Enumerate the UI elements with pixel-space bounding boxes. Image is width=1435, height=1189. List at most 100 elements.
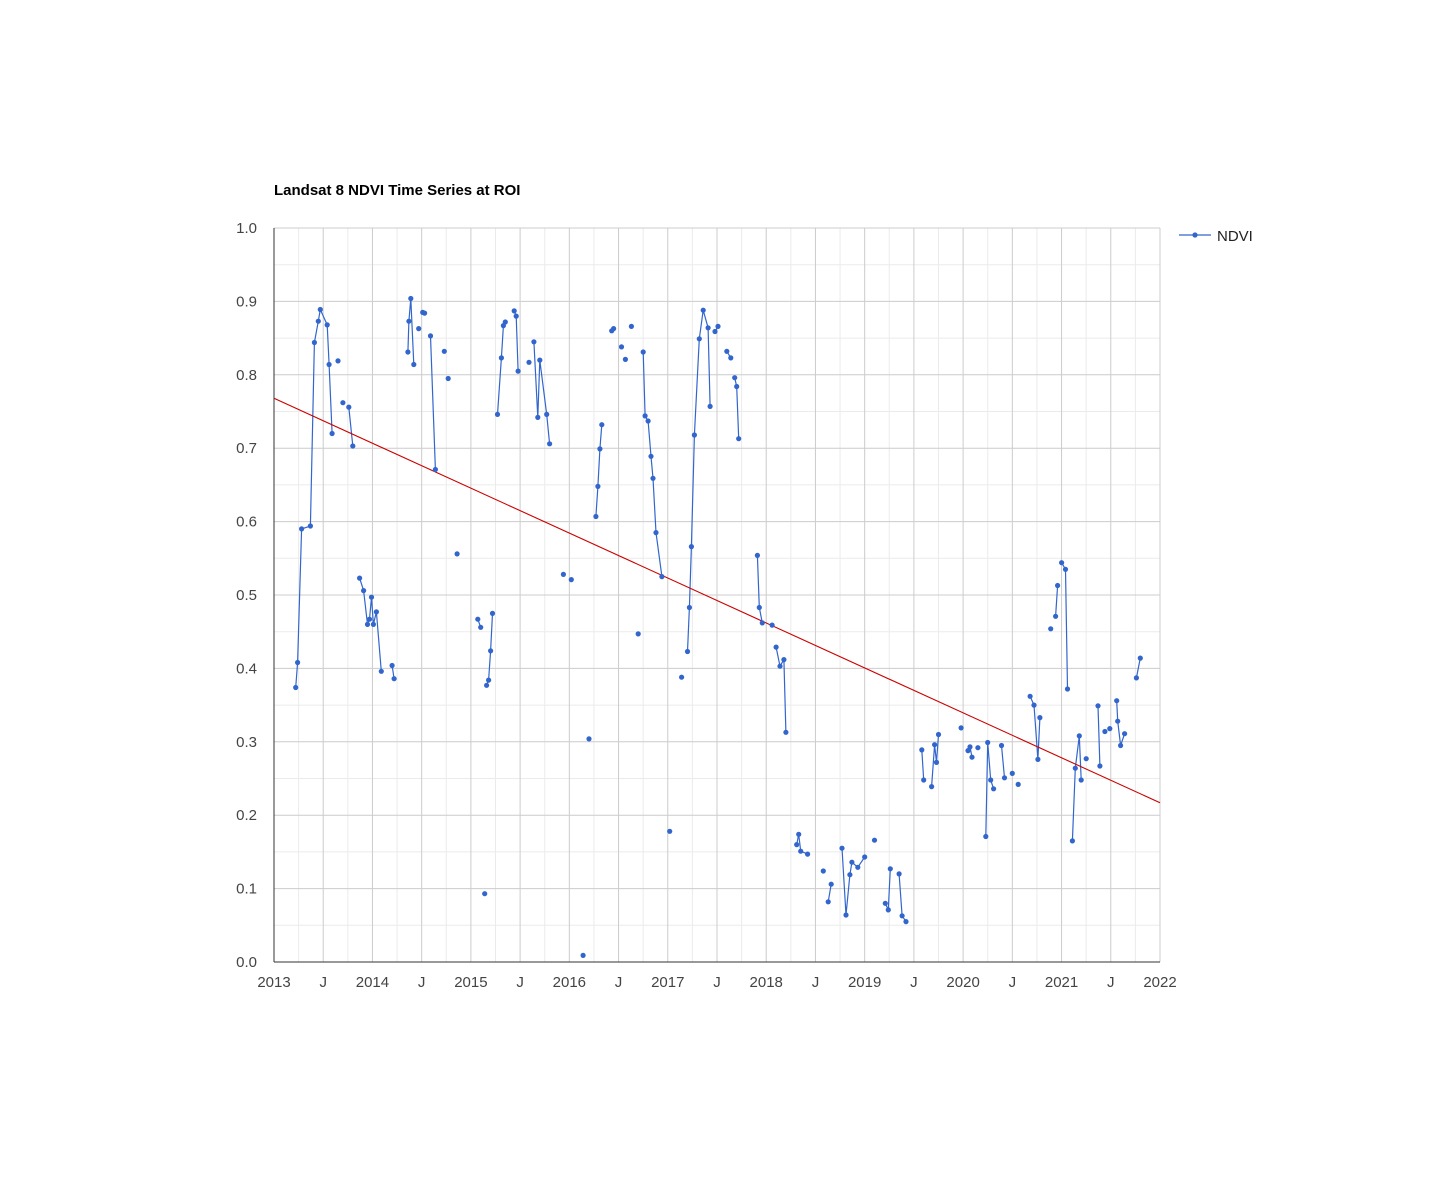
trendline	[273, 397, 1161, 804]
ndvi-point	[882, 900, 888, 906]
y-tick-label: 0.6	[236, 514, 257, 531]
ndvi-point	[849, 859, 855, 865]
ndvi-point	[502, 319, 508, 325]
ndvi-point	[511, 308, 517, 314]
ndvi-point	[1053, 613, 1059, 619]
ndvi-point	[700, 307, 706, 313]
ndvi-point	[315, 318, 321, 324]
ndvi-point	[887, 866, 893, 872]
ndvi-point	[544, 411, 550, 417]
ndvi-point	[568, 577, 574, 583]
ndvi-point	[293, 684, 299, 691]
ndvi-line-segment	[1029, 696, 1041, 761]
ndvi-point	[498, 355, 504, 361]
ndvi-point	[1102, 728, 1108, 735]
legend-label-ndvi: NDVI	[1217, 228, 1253, 245]
ndvi-point	[595, 483, 601, 489]
ndvi-point	[969, 754, 975, 760]
ndvi-point	[560, 571, 567, 578]
ndvi-point	[659, 574, 665, 580]
ndvi-point	[805, 851, 811, 857]
ndvi-point	[843, 912, 849, 918]
ndvi-point	[1095, 703, 1101, 709]
ndvi-point	[1048, 626, 1054, 632]
ndvi-point	[1107, 726, 1113, 732]
ndvi-point	[586, 736, 592, 742]
ndvi-line-segment	[407, 297, 415, 365]
x-tick-label: J	[910, 974, 918, 991]
ndvi-point	[1122, 731, 1128, 737]
ndvi-point	[707, 403, 713, 409]
ndvi-point	[825, 899, 831, 905]
x-tick-label: J	[713, 974, 721, 991]
ndvi-point	[705, 325, 711, 331]
ndvi-point	[691, 432, 698, 438]
ndvi-point	[335, 358, 341, 364]
legend: NDVI	[1179, 228, 1253, 245]
ndvi-point	[734, 383, 740, 390]
ndvi-point	[329, 430, 335, 437]
ndvi-point	[611, 326, 617, 332]
ndvi-point	[781, 657, 787, 663]
ndvi-point	[796, 831, 802, 837]
ndvi-point	[350, 443, 356, 449]
ndvi-point	[839, 845, 845, 851]
ndvi-line-segment	[295, 308, 333, 688]
y-tick-label: 0.1	[236, 881, 257, 898]
ndvi-point	[1037, 715, 1043, 721]
ndvi-point	[405, 349, 411, 355]
ndvi-point	[432, 466, 438, 473]
ndvi-point	[967, 744, 973, 750]
ndvi-point	[1133, 675, 1139, 681]
ndvi-point	[688, 544, 695, 550]
ndvi-point	[756, 604, 762, 611]
ndvi-point	[1083, 756, 1089, 762]
y-tick-label: 0.5	[236, 587, 257, 604]
ndvi-point	[684, 648, 691, 655]
ndvi-point	[640, 349, 646, 355]
ndvi-point	[1076, 733, 1082, 739]
ndvi-point	[1015, 781, 1021, 788]
x-axis-tick-labels: 2013 J 2014 J 2015 J 2016 J 2017 J 2018 J 2019 J 2020 J…	[257, 974, 1176, 991]
ndvi-point	[441, 348, 447, 354]
ndvi-point	[724, 348, 730, 354]
y-tick-label: 0.9	[236, 293, 257, 310]
ndvi-point	[862, 854, 868, 860]
y-tick-label: 0.2	[236, 807, 257, 824]
ndvi-line-segment	[348, 407, 354, 447]
ndvi-point	[645, 418, 651, 424]
ndvi-point	[1115, 718, 1121, 724]
ndvi-line-segment	[595, 424, 603, 517]
ndvi-point	[547, 441, 553, 447]
ndvi-point	[896, 871, 902, 877]
ndvi-point	[618, 344, 625, 350]
ndvi-point	[478, 624, 484, 630]
ndvi-line-segment	[686, 309, 711, 652]
ndvi-point	[794, 842, 800, 848]
ndvi-point	[1137, 655, 1143, 661]
ndvi-point	[416, 326, 422, 332]
grid-major	[273, 227, 1161, 963]
ndvi-point	[422, 310, 428, 316]
ndvi-point	[759, 620, 765, 626]
ndvi-point	[667, 828, 673, 834]
ndvi-point	[299, 526, 305, 532]
ndvi-point	[988, 777, 994, 783]
ndvi-point	[628, 323, 635, 329]
ndvi-point	[773, 644, 779, 650]
plot-frame	[273, 228, 1160, 963]
ndvi-point	[1001, 775, 1008, 781]
ndvi-point	[1118, 742, 1124, 749]
ndvi-point	[728, 355, 734, 361]
x-tick-label: J	[516, 974, 524, 991]
x-tick-label: 2016	[553, 974, 586, 991]
ndvi-line-segment	[1116, 700, 1126, 747]
ndvi-line-segment	[931, 734, 940, 787]
ndvi-point	[983, 833, 989, 840]
ndvi-point	[1064, 686, 1071, 692]
ndvi-point	[346, 404, 352, 410]
ndvi-point	[391, 676, 397, 682]
ndvi-point	[885, 907, 891, 913]
ndvi-point	[515, 368, 521, 374]
